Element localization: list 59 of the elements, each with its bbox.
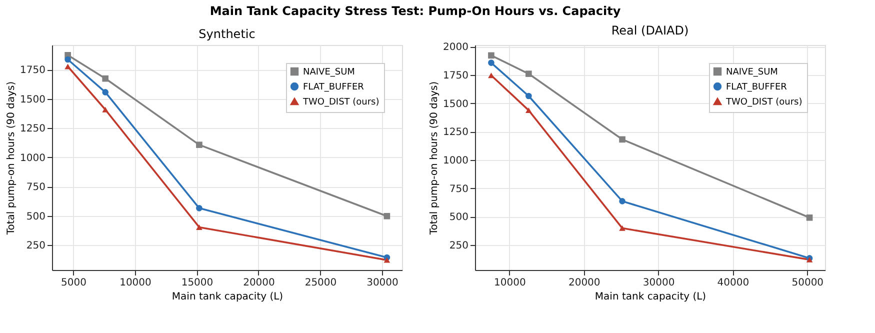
point <box>196 142 202 148</box>
x-tick-label: 15000 <box>181 278 214 288</box>
y-tick-label: 1250 <box>443 127 468 138</box>
legend-label: FLAT_BUFFER <box>726 82 787 92</box>
point <box>619 136 626 143</box>
legend-label: NAIVE_SUM <box>303 68 355 78</box>
y-tick-label: 1000 <box>20 152 46 164</box>
x-tick-label: 20000 <box>568 278 600 288</box>
point <box>102 106 109 112</box>
legend-label: NAIVE_SUM <box>726 68 778 78</box>
point <box>619 198 626 204</box>
legend-label: TWO_DIST (ours) <box>302 98 380 108</box>
x-tick-label: 5000 <box>61 278 86 288</box>
point <box>384 212 390 220</box>
point <box>488 72 494 78</box>
point <box>64 64 71 70</box>
point <box>102 75 109 82</box>
chart-title: Synthetic <box>198 27 256 41</box>
legend-label: TWO_DIST (ours) <box>725 98 802 108</box>
point <box>525 92 532 100</box>
y-axis-title: Total pump-on hours (90 days) <box>429 81 440 236</box>
y-tick-label: 750 <box>26 182 46 194</box>
y-tick-label: 750 <box>449 184 468 195</box>
point <box>488 60 494 66</box>
chart-title: Real (DAIAD) <box>611 24 689 38</box>
y-tick-label: 1750 <box>20 65 46 76</box>
y-axis-title: Total pump-on hours (90 days) <box>6 81 18 236</box>
x-tick-label: 50000 <box>792 278 824 288</box>
x-tick-label: 10000 <box>120 278 152 288</box>
point <box>525 70 532 77</box>
y-tick-label: 250 <box>26 240 46 252</box>
point <box>525 108 532 114</box>
point <box>619 225 626 231</box>
point <box>488 52 494 59</box>
x-tick-label: 20000 <box>243 278 275 288</box>
y-tick-label: 1750 <box>443 70 468 82</box>
y-tick-label: 1000 <box>443 155 468 166</box>
text: Main Tank Capacity Stress Test: Pump-On Hours vs. Capacity <box>210 4 621 18</box>
point <box>196 205 202 212</box>
y-tick-label: 250 <box>449 240 468 252</box>
y-tick-label: 1500 <box>443 98 468 110</box>
point <box>806 214 813 221</box>
legend-label: FLAT_BUFFER <box>303 82 364 92</box>
y-tick-label: 500 <box>26 211 46 222</box>
y-tick-label: 500 <box>449 212 468 224</box>
x-tick-label: 10000 <box>494 278 526 288</box>
x-axis-title: Main tank capacity (L) <box>594 292 706 302</box>
y-tick-label: 1500 <box>20 94 46 106</box>
x-tick-label: 40000 <box>717 278 750 288</box>
point <box>384 257 390 263</box>
point <box>64 56 71 63</box>
x-tick-label: 30000 <box>642 278 675 288</box>
y-tick-label: 2000 <box>443 42 468 54</box>
point <box>102 89 109 96</box>
x-axis-title: Main tank capacity (L) <box>172 292 284 302</box>
x-tick-label: 25000 <box>304 278 337 288</box>
y-tick-label: 1250 <box>20 124 46 135</box>
x-tick-label: 30000 <box>366 278 398 288</box>
point <box>196 224 202 230</box>
